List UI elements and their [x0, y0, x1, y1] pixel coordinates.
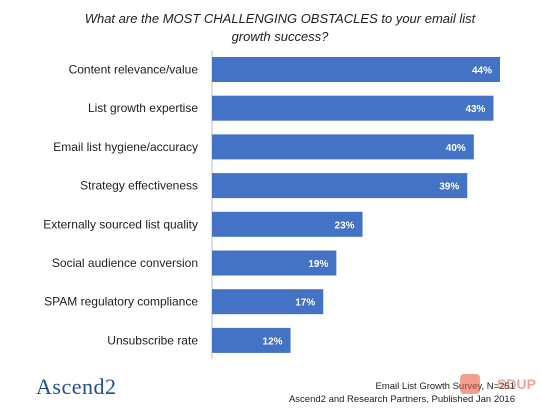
- data-label-7: 12%: [263, 336, 283, 347]
- watermark-logo-icon: [460, 374, 480, 394]
- bar-4: [212, 211, 363, 237]
- category-label-5: Social audience conversion: [52, 256, 198, 270]
- bar-5: [212, 250, 337, 276]
- data-label-4: 23%: [335, 220, 355, 231]
- category-label-4: Externally sourced list quality: [43, 217, 198, 231]
- bar-2: [212, 134, 474, 160]
- category-label-7: Unsubscribe rate: [107, 333, 198, 347]
- data-label-5: 19%: [308, 259, 328, 270]
- category-label-3: Strategy effectiveness: [80, 179, 198, 193]
- data-label-2: 40%: [446, 143, 466, 154]
- source-line-1: Email List Growth Survey, N=251: [375, 381, 515, 392]
- bar-chart: Content relevance/value 44% List growth ex…: [43, 51, 500, 359]
- ascend2-logo: Ascend2: [36, 374, 117, 399]
- data-label-1: 43%: [465, 104, 485, 115]
- category-label-1: List growth expertise: [88, 101, 198, 115]
- chart-title: What are the MOST CHALLENGING OBSTACLES …: [84, 11, 476, 44]
- bar-0: [212, 57, 500, 82]
- source-line-2: Ascend2 and Research Partners, Published…: [288, 394, 515, 405]
- data-label-6: 17%: [295, 298, 315, 309]
- bar-7: [212, 327, 291, 353]
- category-label-0: Content relevance/value: [69, 63, 199, 77]
- source-note: Email List Growth Survey, N=251 Ascend2 …: [289, 380, 515, 406]
- watermark-text: SDUP: [497, 376, 536, 392]
- category-label-6: SPAM regulatory compliance: [44, 295, 198, 309]
- data-label-3: 39%: [439, 182, 459, 193]
- bar-1: [212, 95, 494, 121]
- category-label-2: Email list hygiene/accuracy: [53, 140, 198, 154]
- data-label-0: 44%: [472, 66, 492, 77]
- bar-3: [212, 173, 468, 199]
- bar-6: [212, 289, 324, 315]
